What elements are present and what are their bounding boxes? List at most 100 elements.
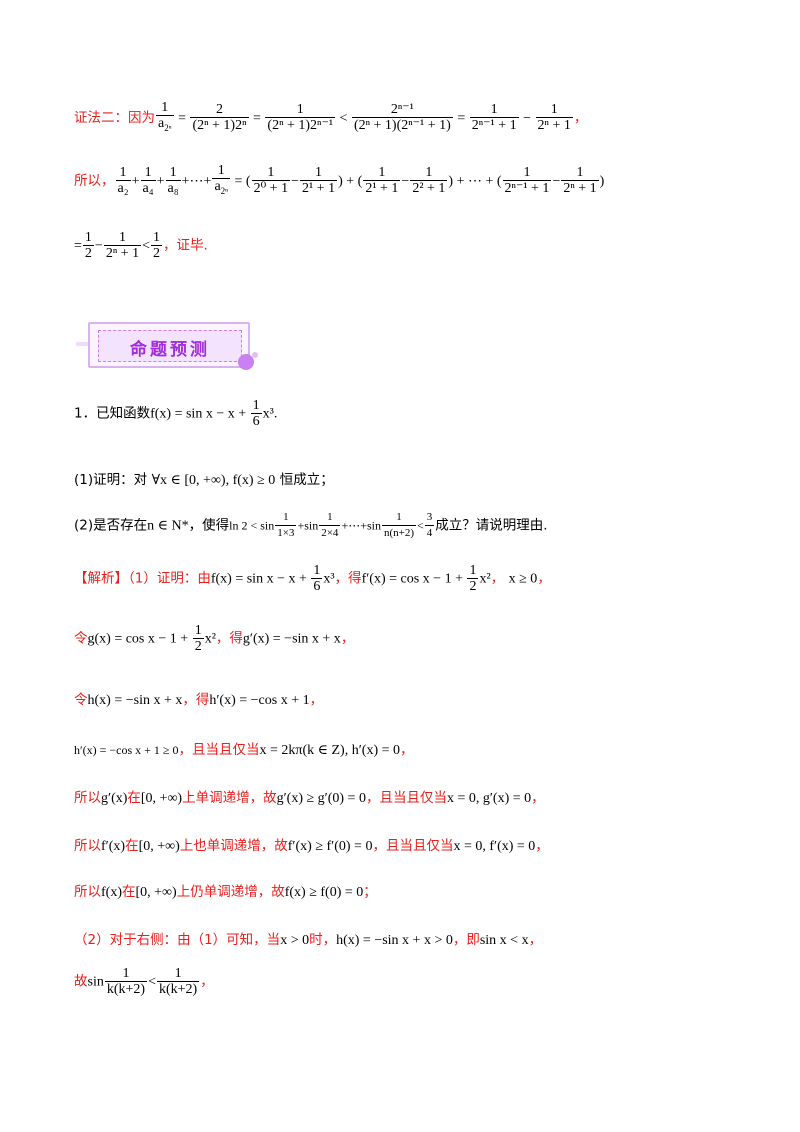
text: 在 [125, 838, 139, 854]
solution-line-3: 令h(x) = −sin x + x，得h′(x) = −cos x + 1， [74, 688, 323, 709]
text: ， [340, 630, 355, 647]
proof-end: ，证毕. [163, 237, 208, 254]
fraction: 1 2ⁿ⁻¹ + 1 [502, 165, 552, 197]
fraction: 1 a₂ [115, 165, 131, 197]
text: 所以 [74, 884, 101, 900]
text: 令 [74, 630, 88, 647]
part-1-condition: ∀x ∈ [0, +∞), f(x) ≥ 0 [151, 473, 276, 488]
text: ，且当且仅当 [178, 742, 260, 758]
part-2-mid: ，使得 [188, 517, 230, 534]
math: h′(x) = −cos x + 1 [209, 693, 310, 708]
text: ， [537, 570, 551, 587]
text: 在 [127, 790, 141, 806]
text: ，且当且仅当 [372, 838, 454, 854]
proof-2-label: 证法二：因为 [74, 109, 155, 126]
math: g′(x) = −sin x + x [242, 631, 341, 647]
solution-line-2: 令g(x) = cos x − 1 + 1 2 x²，得g′(x) = −sin x… [74, 623, 355, 654]
math: [0, +∞) [138, 839, 180, 854]
question-1-part-2: (2)是否存在n ∈ N*，使得ln 2 < sin 1 1×3 +sin 1 2×4 +⋯… [74, 511, 548, 539]
banner-dot [238, 354, 254, 370]
math: x = 2kπ(k ∈ Z), h′(x) = 0 [259, 743, 401, 758]
period: . [273, 406, 278, 422]
part-2-condition: n ∈ N* [147, 518, 189, 534]
banner-decoration [76, 342, 88, 346]
text: ， [309, 692, 324, 708]
text: ，且当且仅当 [365, 790, 447, 806]
math: x ≥ 0 [508, 571, 538, 587]
text: ， [490, 570, 505, 587]
part-2-end: 成立？请说明理由. [435, 517, 548, 534]
banner-inner: 命题预测 [98, 330, 242, 362]
question-intro: 1．已知函数 [74, 405, 151, 422]
math: x = 0, f′(x) = 0 [453, 839, 536, 854]
text: 时， [309, 932, 337, 948]
text: （1）证明：由 [128, 570, 211, 587]
part-1-end: 恒成立； [279, 472, 334, 488]
text: ，得 [215, 630, 243, 647]
text: ， [400, 742, 414, 758]
solution-line-1: 【解析】（1）证明：由f(x) = sin x − x + 1 6 x³，得f′(x… [74, 563, 551, 594]
solution-line-8: （2）对于右侧：由（1）可知，当x > 0时，h(x) = −sin x + x… [74, 928, 542, 949]
math: f(x) ≥ f(0) = 0 [284, 885, 364, 900]
solution-line-7: 所以f(x)在[0, +∞)上仍单调递增，故f(x) ≥ f(0) = 0； [74, 880, 377, 901]
text: 上仍单调递增，故 [176, 884, 285, 900]
text: 所以 [74, 790, 101, 806]
text: ； [363, 884, 377, 900]
fraction: 2 (2ⁿ + 1)2ⁿ [190, 102, 249, 134]
math: sin [87, 974, 104, 990]
math: h(x) = −sin x + x > 0 [336, 933, 453, 948]
question-1: 1．已知函数f(x) = sin x − x + 1 6 x³. [74, 398, 277, 429]
cubic-term: x³ [262, 406, 274, 422]
solution-line-4: h′(x) = −cos x + 1 ≥ 0，且当且仅当x = 2kπ(k ∈ … [74, 738, 414, 759]
text: 上单调递增，故 [182, 790, 277, 806]
text: 所以 [74, 838, 101, 854]
math: [0, +∞) [135, 885, 177, 900]
solution-line-5: 所以g′(x)在[0, +∞)上单调递增，故g′(x) ≥ g′(0) = 0，… [74, 786, 545, 807]
part-2-label: (2)是否存在 [74, 517, 148, 534]
fraction: 1 a2ⁿ [156, 100, 174, 133]
math: f′(x) ≥ f′(0) = 0 [287, 839, 373, 854]
banner-dot-small [252, 352, 258, 358]
text: 上也单调递增，故 [179, 838, 288, 854]
text: 故 [74, 973, 88, 990]
math: < [148, 974, 156, 990]
fraction: 1 2ⁿ + 1 [535, 102, 573, 134]
math: h′(x) = −cos x + 1 ≥ 0 [74, 743, 179, 757]
fraction: 1 2⁰ + 1 [251, 165, 291, 197]
math: f′(x) [101, 839, 126, 854]
math: sin x < x [479, 933, 529, 948]
banner-frame: 命题预测 [88, 322, 250, 368]
fraction: 2ⁿ⁻¹ (2ⁿ + 1)(2ⁿ⁻¹ + 1) [351, 102, 453, 134]
text: ，即 [452, 932, 480, 948]
text: 在 [122, 884, 136, 900]
text: ，得 [182, 692, 210, 708]
fraction: 1 1×3 [275, 511, 297, 539]
sum-label: 所以， [74, 172, 115, 189]
math: [0, +∞) [140, 791, 183, 806]
math: h(x) = −sin x + x [87, 693, 183, 708]
text: ， [535, 838, 549, 854]
fraction: 1 n(n+2) [381, 511, 417, 539]
function-definition: f(x) = sin x − x + [150, 406, 250, 422]
text: （2）对于右侧：由（1）可知，当 [74, 932, 281, 948]
fraction: 1 2×4 [319, 511, 341, 539]
banner-title: 命题预测 [130, 340, 210, 360]
fraction: 1 k(k+2) [104, 966, 148, 997]
math: g′(x) [101, 791, 128, 806]
fraction: 1 (2ⁿ + 1)2ⁿ⁻¹ [265, 102, 336, 134]
solution-line-6: 所以f′(x)在[0, +∞)上也单调递增，故f′(x) ≥ f′(0) = 0… [74, 834, 549, 855]
fraction: 1 k(k+2) [156, 966, 200, 997]
proof-2-line: 证法二：因为 1 a2ⁿ = 2 (2ⁿ + 1)2ⁿ = 1 (2ⁿ + 1)2ⁿ⁻¹… [74, 100, 587, 136]
question-1-part-1: (1)证明：对 ∀x ∈ [0, +∞), f(x) ≥ 0 恒成立； [74, 468, 334, 489]
fraction: 1 2¹ + 1 [299, 165, 338, 197]
math: f(x) [101, 885, 122, 900]
text: ， [200, 973, 214, 990]
math: x > 0 [280, 933, 310, 948]
result-line: = 1 2−1 2ⁿ + 1 <1 2 ，证毕. [74, 230, 208, 261]
inequality-start: ln 2 < sin [229, 518, 275, 533]
solution-line-9: 故sin 1 k(k+2) <1 k(k+2)， [74, 966, 214, 997]
